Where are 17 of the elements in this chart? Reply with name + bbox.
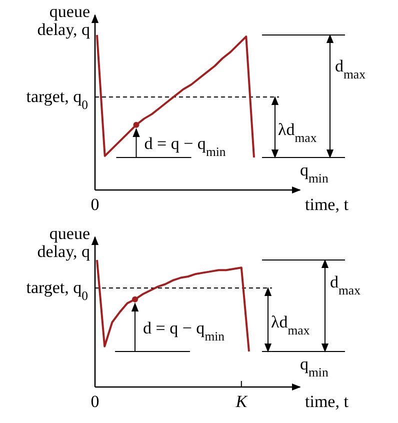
text: K	[234, 392, 249, 411]
ref-line-label: target, q$_{0}$	[26, 87, 88, 112]
annotation: d = q − q$_{min}$	[144, 134, 226, 160]
text: q$_{min}$	[300, 160, 329, 186]
text: d$_{max}$	[335, 56, 366, 82]
y-axis-title: queue delay, q	[37, 224, 90, 261]
text: λd$_{max}$	[278, 120, 318, 146]
ref-line-label: target, q$_{0}$	[26, 278, 88, 303]
annotation: d = q − q$_{min}$	[143, 318, 226, 344]
text: 0	[90, 195, 100, 214]
text: λd$_{max}$	[271, 312, 310, 338]
y-axis-title: queue delay, q	[37, 2, 90, 39]
x-axis-title: time, t	[305, 195, 349, 214]
text: d$_{max}$	[330, 272, 362, 298]
text: q$_{min}$	[300, 354, 329, 380]
text: 0	[90, 392, 100, 411]
x-axis-title: time, t	[305, 392, 349, 411]
